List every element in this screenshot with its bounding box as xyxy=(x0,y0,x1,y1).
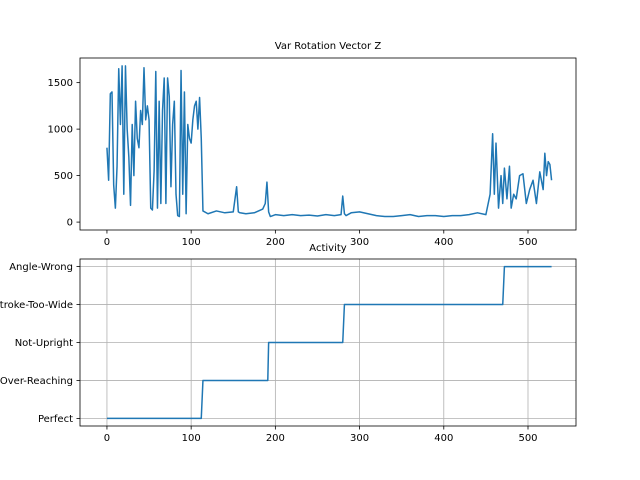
x-tick-label: 300 xyxy=(350,237,369,248)
x-tick-label: 0 xyxy=(104,433,110,444)
x-tick-label: 200 xyxy=(266,433,285,444)
activity-plot-area xyxy=(106,265,552,420)
y-tick-label: 0 xyxy=(67,218,73,229)
y-tick-label: 1000 xyxy=(48,125,73,136)
x-tick-label: 400 xyxy=(434,237,453,248)
x-tick-label: 100 xyxy=(182,237,201,248)
rotation-vector-x-axis: 0 100 200 300 400 500 xyxy=(104,230,538,248)
x-tick-label: 300 xyxy=(350,433,369,444)
activity-chart-title: Activity xyxy=(309,243,346,254)
rotation-vector-plot-area xyxy=(106,65,553,218)
x-tick-label: 500 xyxy=(518,237,537,248)
x-tick-label: 0 xyxy=(104,237,110,248)
y-tick-label: Over-Reaching xyxy=(0,376,73,387)
series-line xyxy=(106,65,553,218)
y-tick-label: 500 xyxy=(54,171,73,182)
x-tick-label: 100 xyxy=(182,433,201,444)
activity-chart: Activity 0 100 200 300 400 500 Perfect Over-Re… xyxy=(0,243,577,444)
x-tick-label: 400 xyxy=(434,433,453,444)
rotation-vector-y-axis: 0 500 1000 1500 xyxy=(48,78,80,229)
x-tick-label: 500 xyxy=(518,433,537,444)
rotation-vector-chart: Var Rotation Vector Z 0 100 200 300 400 500 0… xyxy=(48,41,577,248)
y-tick-label: Perfect xyxy=(38,414,73,425)
rotation-vector-axes-frame xyxy=(79,57,577,231)
activity-x-axis: 0 100 200 300 400 500 xyxy=(104,426,538,444)
activity-y-axis: Perfect Over-Reaching Not-Upright Stroke-To… xyxy=(0,262,80,425)
series-line xyxy=(106,265,552,420)
rotation-vector-chart-title: Var Rotation Vector Z xyxy=(275,41,382,52)
y-tick-label: Not-Upright xyxy=(15,338,73,349)
y-tick-label: Angle-Wrong xyxy=(9,262,73,273)
x-tick-label: 200 xyxy=(266,237,285,248)
y-tick-label: 1500 xyxy=(48,78,73,89)
y-tick-label: Stroke-Too-Wide xyxy=(0,300,73,311)
